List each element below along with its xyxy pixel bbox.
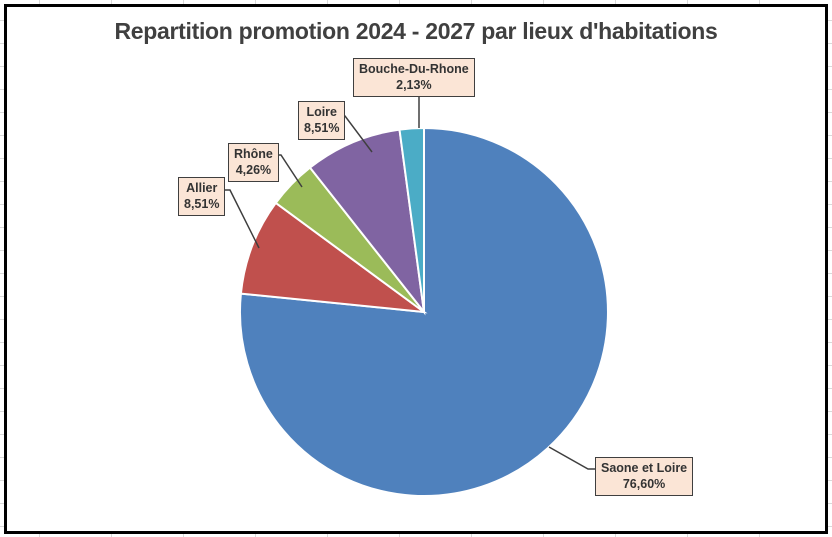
- chart-object[interactable]: Repartition promotion 2024 - 2027 par li…: [4, 4, 828, 534]
- callout-leader-allier: [223, 189, 260, 249]
- callout-percent-value: 76,60%: [622, 477, 666, 491]
- callout-rhone[interactable]: Rhône 4,26%: [228, 143, 279, 182]
- callout-percent-value: 8,51%: [184, 197, 220, 211]
- chart-title[interactable]: Repartition promotion 2024 - 2027 par li…: [114, 18, 718, 44]
- pie-slice-allier[interactable]: [239, 201, 428, 314]
- callout-percent-value: 8,51%: [304, 121, 340, 135]
- pie-slice-bouche-du-rhone[interactable]: [398, 126, 425, 313]
- callout-percent-value: 4,26%: [235, 163, 272, 177]
- callout-percent-value: 2,13%: [396, 78, 432, 92]
- callout-leader-saone-et-loire: [548, 446, 595, 470]
- pie-slice-saone-et-loire[interactable]: [239, 126, 609, 497]
- callout-category-label: Saone et Loire: [601, 461, 688, 475]
- callout-category-label: Loire: [306, 105, 337, 119]
- callout-category-label: Rhône: [234, 147, 273, 161]
- callout-allier[interactable]: Allier 8,51%: [178, 177, 226, 216]
- pie-chart: [223, 95, 609, 497]
- pie-slice-loire[interactable]: [308, 128, 426, 316]
- callout-loire[interactable]: Loire 8,51%: [298, 101, 346, 140]
- callout-category-label: Allier: [186, 181, 218, 195]
- callout-saone-et-loire[interactable]: Saone et Loire 76,60%: [595, 457, 694, 496]
- callout-category-label: Bouche-Du-Rhone: [359, 62, 469, 76]
- callout-bouche-du-rhone[interactable]: Bouche-Du-Rhone 2,13%: [353, 58, 475, 97]
